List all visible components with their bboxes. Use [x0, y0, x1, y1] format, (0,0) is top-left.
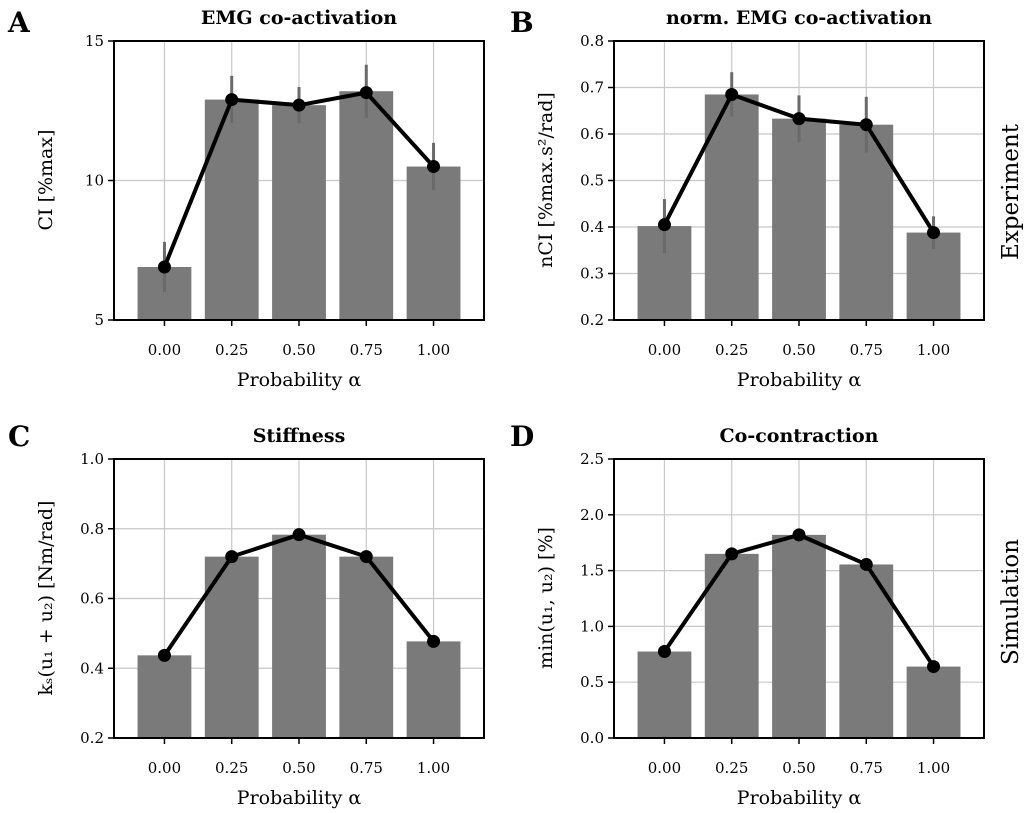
bar [137, 655, 192, 738]
bar [772, 118, 826, 320]
y-tick-label: 1.0 [580, 617, 604, 635]
data-point [657, 645, 671, 659]
bar [704, 553, 759, 738]
x-tick-label: 1.00 [417, 341, 450, 359]
y-axis-label: kₛ(u₁ + u₂) [Nm/rad] [35, 501, 57, 696]
row-label-experiment: Experiment [998, 123, 1024, 260]
y-tick-label: 0.0 [580, 729, 604, 747]
panel-letter: D [510, 420, 534, 453]
panel-letter: A [7, 6, 31, 39]
y-tick-label: 5 [94, 311, 104, 329]
x-tick-label: 0.50 [782, 341, 815, 359]
y-tick-label: 0.8 [580, 32, 604, 50]
y-tick-label: 0.4 [580, 218, 604, 236]
y-tick-label: 2.0 [580, 506, 604, 524]
y-axis-label: CI [%max] [35, 129, 57, 230]
y-axis-label: min(u₁, u₂) [%] [535, 527, 557, 669]
x-tick-label: 0.50 [282, 341, 315, 359]
panel-letter: C [8, 420, 30, 453]
y-tick-label: 0.8 [80, 520, 104, 538]
bar [272, 105, 326, 320]
y-tick-label: 0.4 [80, 659, 104, 677]
bar [204, 556, 259, 738]
data-point [225, 550, 239, 564]
x-axis-label: Probability α [237, 787, 362, 809]
y-tick-label: 0.7 [580, 79, 604, 97]
chart-title: Stiffness [253, 425, 346, 447]
data-point [157, 260, 171, 274]
bar [839, 124, 894, 320]
x-axis-label: Probability α [737, 787, 862, 809]
data-point [292, 98, 306, 112]
data-point [792, 528, 806, 542]
y-tick-label: 0.6 [580, 125, 604, 143]
data-point [859, 118, 873, 132]
y-tick-label: 0.6 [80, 590, 104, 608]
data-point [427, 160, 441, 174]
x-tick-label: 0.00 [148, 759, 181, 777]
bar [339, 556, 394, 738]
data-point [725, 547, 739, 561]
bar [772, 534, 826, 738]
bar [272, 534, 326, 738]
x-tick-label: 0.50 [782, 759, 815, 777]
x-axis-label: Probability α [737, 369, 862, 391]
data-point [657, 218, 671, 232]
data-point [792, 112, 806, 126]
x-tick-label: 0.25 [715, 759, 748, 777]
bar [406, 166, 461, 320]
y-tick-label: 0.2 [80, 729, 104, 747]
chart-title: EMG co-activation [201, 7, 397, 29]
chart-panel-d: 0.0 0.5 1.0 1.5 2.0 2.5 0.00 0.25 0.50 0.75 1.00 Co… [510, 420, 985, 809]
x-tick-label: 1.00 [417, 759, 450, 777]
data-point [859, 557, 873, 571]
chart-panel-c: 0.2 0.4 0.6 0.8 1.0 0.00 0.25 0.50 0.75 1.00 Stiff… [8, 420, 485, 809]
y-tick-label: 0.5 [580, 673, 604, 691]
y-tick-label: 0.3 [580, 265, 604, 283]
x-tick-label: 0.25 [715, 341, 748, 359]
y-tick-label: 0.2 [580, 311, 604, 329]
y-tick-label: 10 [85, 172, 104, 190]
bar [339, 91, 394, 320]
x-tick-label: 0.25 [215, 759, 248, 777]
chart-panel-b: 0.2 0.3 0.4 0.5 0.6 0.7 0.8 0.00 0.25 0.50 0.75 1.0… [510, 6, 985, 391]
x-tick-label: 0.75 [850, 759, 883, 777]
x-tick-label: 0.00 [148, 341, 181, 359]
data-point [225, 93, 239, 107]
x-tick-label: 0.50 [282, 759, 315, 777]
y-tick-label: 15 [85, 32, 104, 50]
x-tick-label: 0.75 [850, 341, 883, 359]
x-tick-label: 0.25 [215, 341, 248, 359]
y-tick-label: 1.5 [580, 562, 604, 580]
x-axis-label: Probability α [237, 369, 362, 391]
y-axis-label: nCI [%max.s²/rad] [535, 92, 557, 268]
x-tick-label: 0.00 [648, 759, 681, 777]
data-point [927, 226, 941, 240]
bar [204, 99, 259, 320]
data-point [725, 87, 739, 101]
y-tick-label: 1.0 [80, 450, 104, 468]
chart-title: Co-contraction [720, 425, 879, 447]
panel-letter: B [510, 6, 534, 39]
bar [906, 666, 961, 738]
bar [406, 641, 461, 738]
data-point [427, 634, 441, 648]
chart-title: norm. EMG co-activation [666, 7, 932, 29]
bar [637, 651, 692, 738]
y-tick-label: 2.5 [580, 450, 604, 468]
x-tick-label: 0.75 [350, 759, 383, 777]
data-point [157, 648, 171, 662]
row-label-simulation: Simulation [998, 539, 1024, 665]
data-point [927, 660, 941, 674]
y-tick-label: 0.5 [580, 172, 604, 190]
x-tick-label: 1.00 [917, 341, 950, 359]
x-tick-label: 0.75 [350, 341, 383, 359]
chart-panel-a: 5 10 15 0.00 0.25 0.50 0.75 1.00 EMG co-activati… [7, 6, 485, 391]
x-tick-label: 1.00 [917, 759, 950, 777]
data-point [359, 86, 373, 100]
data-point [359, 550, 373, 564]
data-point [292, 528, 306, 542]
x-tick-label: 0.00 [648, 341, 681, 359]
